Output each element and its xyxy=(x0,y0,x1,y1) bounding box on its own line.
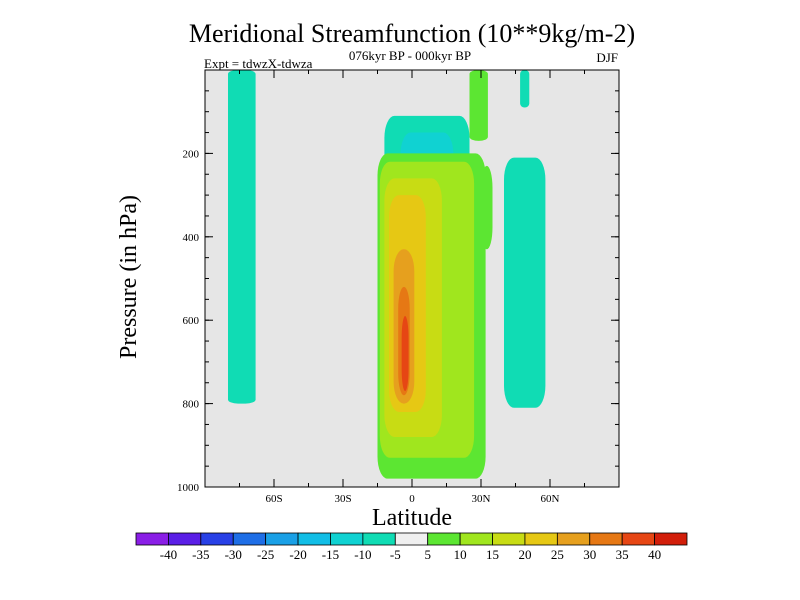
y-axis-title: Pressure (in hPa) xyxy=(116,195,142,359)
colorbar-swatch xyxy=(168,532,202,546)
colorbar-label: 30 xyxy=(583,547,596,562)
chart-subtitle: 076kyr BP - 000kyr BP xyxy=(349,48,471,63)
colorbar-label: 40 xyxy=(648,547,661,562)
contour-fill-layer xyxy=(228,70,546,479)
colorbar-label: -5 xyxy=(390,547,401,562)
colorbar-label: -15 xyxy=(322,547,339,562)
y-tick-label: 400 xyxy=(183,232,200,244)
colorbar-label: 25 xyxy=(551,547,564,562)
colorbar-label: 15 xyxy=(486,547,499,562)
contour-region xyxy=(520,70,530,108)
contour-region xyxy=(401,316,409,392)
y-tick-label: 600 xyxy=(183,315,200,327)
colorbar-swatch xyxy=(135,532,169,546)
colorbar-swatch xyxy=(459,532,493,546)
contour-region xyxy=(513,203,532,362)
colorbar-swatch xyxy=(394,532,429,546)
colorbar-swatch xyxy=(524,532,558,546)
colorbar-label: -30 xyxy=(225,547,242,562)
axis-ticks: 60S 30S 0 30N 60N 200 400 600 800 1000 xyxy=(177,69,620,505)
colorbar-label: -25 xyxy=(257,547,274,562)
colorbar-swatch xyxy=(265,532,299,546)
x-tick-label: 60N xyxy=(541,493,560,505)
season-label: DJF xyxy=(596,50,618,65)
colorbar-label: 10 xyxy=(454,547,467,562)
contour-region xyxy=(469,70,488,141)
y-tick-label: 1000 xyxy=(177,482,200,494)
experiment-label: Expt = tdwzX-tdwza xyxy=(204,56,313,71)
colorbar-label: -10 xyxy=(354,547,371,562)
chart-title: Meridional Streamfunction (10**9kg/m-2) xyxy=(189,19,635,48)
x-tick-label: 30S xyxy=(334,493,351,505)
colorbar-swatch xyxy=(654,532,688,546)
colorbar-swatch xyxy=(492,532,526,546)
contour-region xyxy=(228,70,256,404)
colorbar-swatch xyxy=(232,532,267,546)
x-tick-label: 0 xyxy=(409,493,415,505)
colorbar-swatch xyxy=(621,532,655,546)
colorbar-swatch xyxy=(330,532,364,546)
y-tick-label: 800 xyxy=(183,399,200,411)
colorbar-swatch xyxy=(556,532,591,546)
y-tick-label: 200 xyxy=(183,148,200,160)
colorbar-label: 35 xyxy=(616,547,629,562)
x-axis-title: Latitude xyxy=(372,505,452,531)
colorbar-swatch xyxy=(297,532,331,546)
colorbar-swatch xyxy=(427,532,461,546)
colorbar-label: -35 xyxy=(192,547,209,562)
colorbar-label: 5 xyxy=(424,547,431,562)
colorbar-label: 20 xyxy=(518,547,531,562)
x-tick-label: 60S xyxy=(265,493,282,505)
colorbar-label: -20 xyxy=(289,547,306,562)
x-tick-label: 30N xyxy=(472,493,491,505)
colorbar-label: -40 xyxy=(160,547,177,562)
colorbar: -40 -35 -30 -25 -20 -15 -10 -5 5 10 15 20 25 30 35 40 xyxy=(135,532,688,562)
colorbar-swatch xyxy=(589,532,623,546)
colorbar-swatch xyxy=(200,532,234,546)
colorbar-swatch xyxy=(362,532,396,546)
